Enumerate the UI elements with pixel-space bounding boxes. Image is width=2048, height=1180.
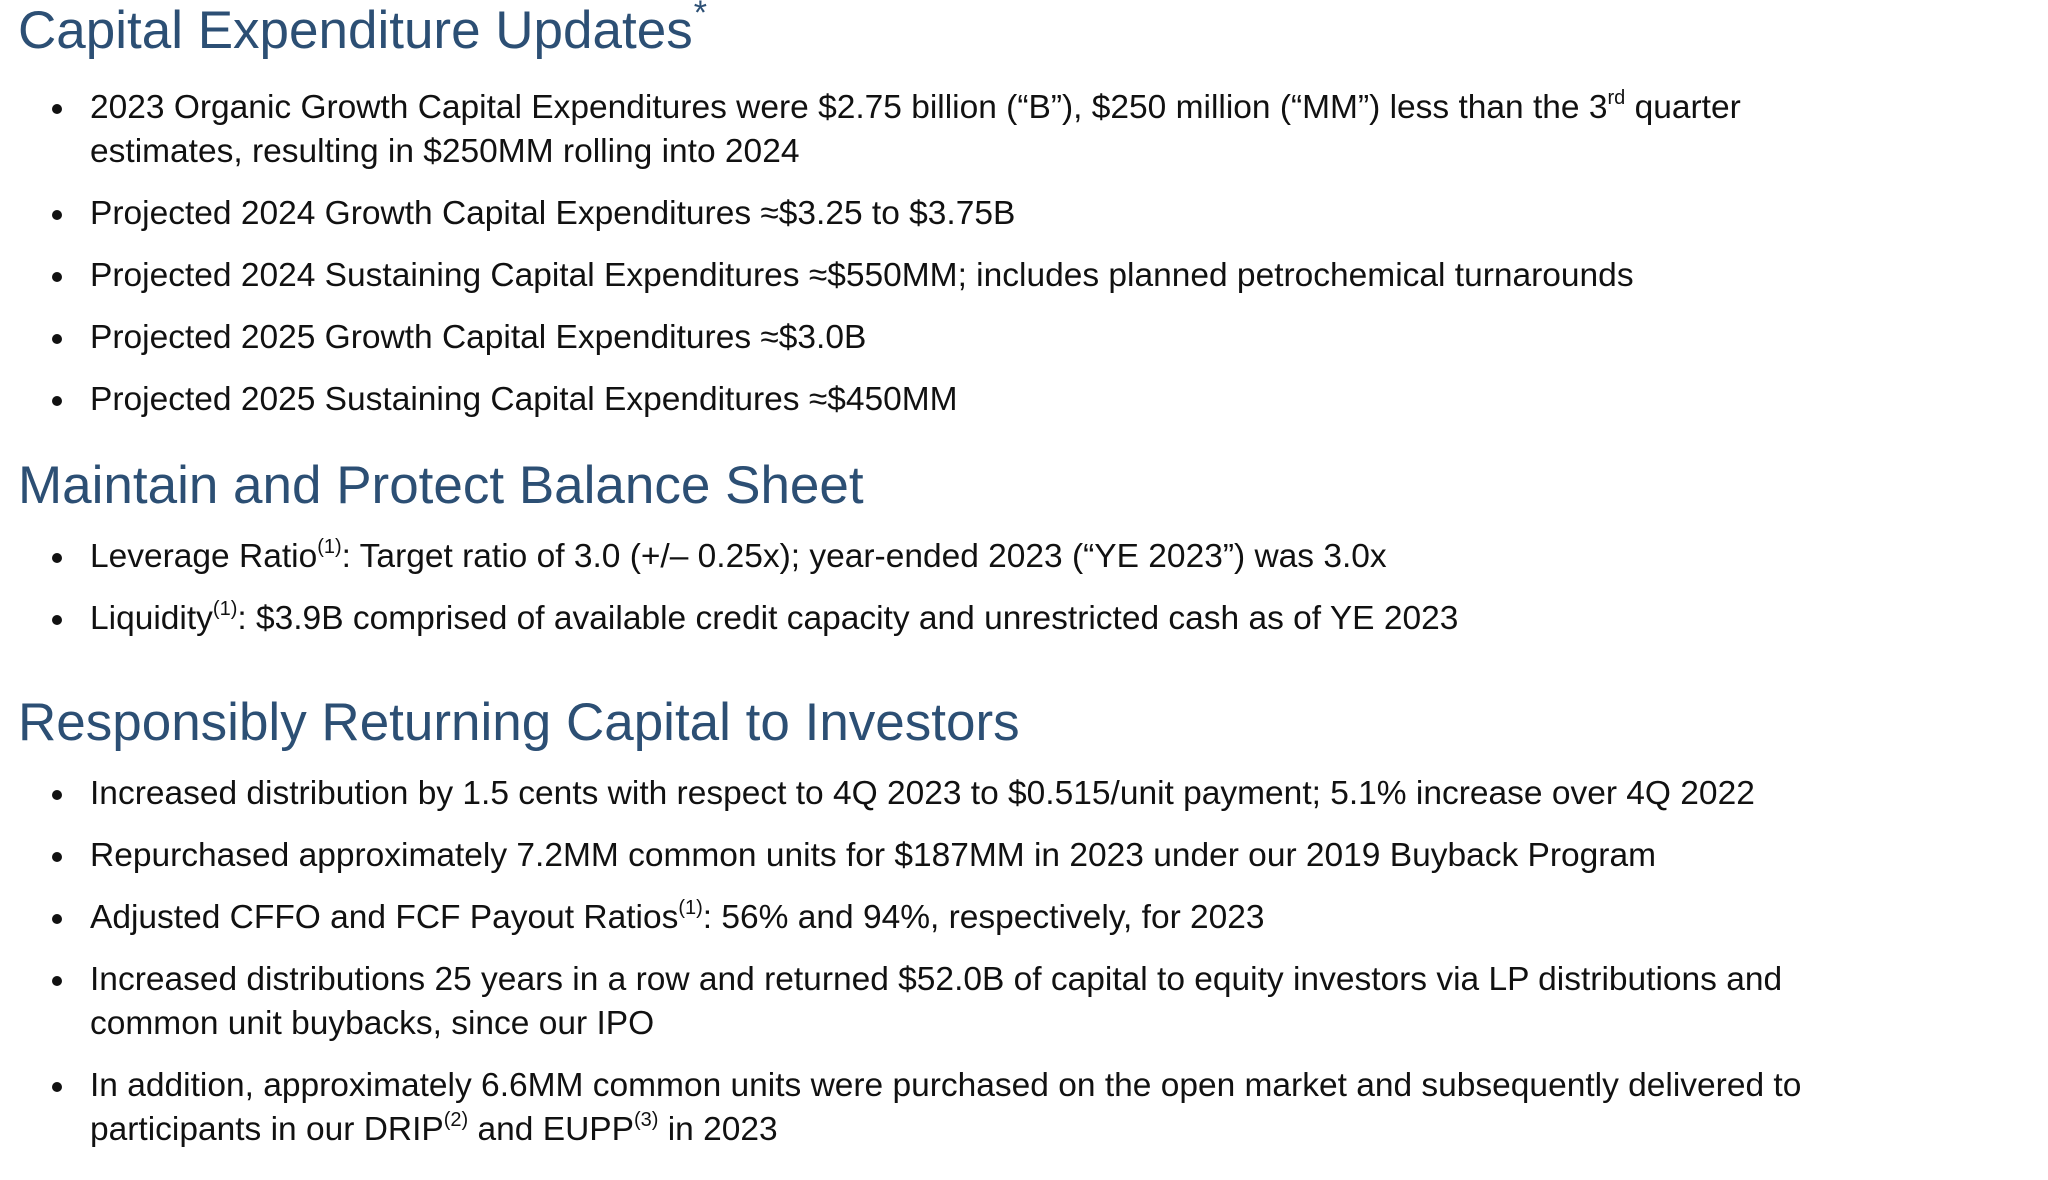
capex-section: Capital Expenditure Updates* 2023 Organi… <box>18 0 2028 440</box>
returning-bullet-2-text: Repurchased approximately 7.2MM common u… <box>90 837 1656 874</box>
returning-capital-bullet-list: Increased distribution by 1.5 cents with… <box>18 772 2028 1152</box>
capex-bullet-1-line2: estimates, resulting in $250MM rolling i… <box>90 133 800 170</box>
capex-heading-text: Capital Expenditure Updates <box>18 1 693 60</box>
balance-bullet-1-sup: (1) <box>317 535 342 558</box>
bullet-dot-icon <box>52 790 62 800</box>
bullet-dot-icon <box>52 976 62 986</box>
returning-bullet-5-line1: In addition, approximately 6.6MM common … <box>90 1067 1802 1104</box>
capex-bullet-list: 2023 Organic Growth Capital Expenditures… <box>18 86 2028 422</box>
capex-bullet-1-text-b: quarter <box>1625 89 1741 126</box>
bullet-dot-icon <box>52 104 62 114</box>
returning-bullet-5-line2-b: and EUPP <box>468 1111 634 1148</box>
balance-sheet-section: Maintain and Protect Balance Sheet Lever… <box>18 455 2028 659</box>
returning-bullet-payout-ratios: Adjusted CFFO and FCF Payout Ratios(1): … <box>18 896 2028 940</box>
balance-bullet-1-label: Leverage Ratio <box>90 538 318 575</box>
capex-bullet-2025-growth: Projected 2025 Growth Capital Expenditur… <box>18 316 2028 360</box>
returning-bullet-5-line2-c: in 2023 <box>658 1111 778 1148</box>
balance-sheet-bullet-list: Leverage Ratio(1): Target ratio of 3.0 (… <box>18 535 2028 641</box>
balance-bullet-leverage: Leverage Ratio(1): Target ratio of 3.0 (… <box>18 535 2028 579</box>
bullet-dot-icon <box>52 396 62 406</box>
capex-heading: Capital Expenditure Updates* <box>18 0 2028 68</box>
capex-bullet-2025-sustaining: Projected 2025 Sustaining Capital Expend… <box>18 378 2028 422</box>
returning-bullet-distribution: Increased distribution by 1.5 cents with… <box>18 772 2028 816</box>
returning-bullet-3-label: Adjusted CFFO and FCF Payout Ratios <box>90 899 679 936</box>
capex-bullet-5-text: Projected 2025 Sustaining Capital Expend… <box>90 381 958 418</box>
returning-bullet-5-line2-a: participants in our DRIP <box>90 1111 444 1148</box>
capex-bullet-2024-growth: Projected 2024 Growth Capital Expenditur… <box>18 192 2028 236</box>
bullet-dot-icon <box>52 1082 62 1092</box>
capex-bullet-4-text: Projected 2025 Growth Capital Expenditur… <box>90 319 867 356</box>
bullet-dot-icon <box>52 334 62 344</box>
balance-bullet-2-text: : $3.9B comprised of available credit ca… <box>237 600 1459 637</box>
balance-bullet-2-label: Liquidity <box>90 600 213 637</box>
bullet-dot-icon <box>52 914 62 924</box>
capex-bullet-3-text: Projected 2024 Sustaining Capital Expend… <box>90 257 1634 294</box>
bullet-dot-icon <box>52 852 62 862</box>
returning-bullet-1-text: Increased distribution by 1.5 cents with… <box>90 775 1755 812</box>
capex-bullet-1-sup: rd <box>1607 86 1626 109</box>
returning-bullet-4-line1: Increased distributions 25 years in a ro… <box>90 961 1783 998</box>
returning-capital-heading: Responsibly Returning Capital to Investo… <box>18 693 1020 752</box>
returning-bullet-3-sup: (1) <box>678 896 703 919</box>
capex-bullet-2024-sustaining: Projected 2024 Sustaining Capital Expend… <box>18 254 2028 298</box>
capex-bullet-2-text: Projected 2024 Growth Capital Expenditur… <box>90 195 1016 232</box>
returning-bullet-3-text: : 56% and 94%, respectively, for 2023 <box>702 899 1265 936</box>
capex-bullet-organic-growth: 2023 Organic Growth Capital Expenditures… <box>18 86 2028 174</box>
balance-bullet-1-text: : Target ratio of 3.0 (+/– 0.25x); year-… <box>341 538 1387 575</box>
returning-bullet-repurchase: Repurchased approximately 7.2MM common u… <box>18 834 2028 878</box>
capex-bullet-1-text-a: 2023 Organic Growth Capital Expenditures… <box>90 89 1608 126</box>
bullet-dot-icon <box>52 210 62 220</box>
balance-bullet-2-sup: (1) <box>212 597 238 620</box>
returning-bullet-4-line2: common unit buybacks, since our IPO <box>90 1005 655 1042</box>
returning-bullet-5-sup-eupp: (3) <box>633 1108 659 1131</box>
bullet-dot-icon <box>52 272 62 282</box>
capex-heading-footnote-mark: * <box>693 0 707 32</box>
balance-sheet-heading: Maintain and Protect Balance Sheet <box>18 456 864 515</box>
balance-bullet-liquidity: Liquidity(1): $3.9B comprised of availab… <box>18 597 2028 641</box>
returning-capital-section: Responsibly Returning Capital to Investo… <box>18 692 2028 1170</box>
bullet-dot-icon <box>52 615 62 625</box>
returning-bullet-5-sup-drip: (2) <box>443 1108 469 1131</box>
bullet-dot-icon <box>52 553 62 563</box>
returning-bullet-open-market: In addition, approximately 6.6MM common … <box>18 1064 2028 1152</box>
returning-bullet-25-years: Increased distributions 25 years in a ro… <box>18 958 2028 1046</box>
